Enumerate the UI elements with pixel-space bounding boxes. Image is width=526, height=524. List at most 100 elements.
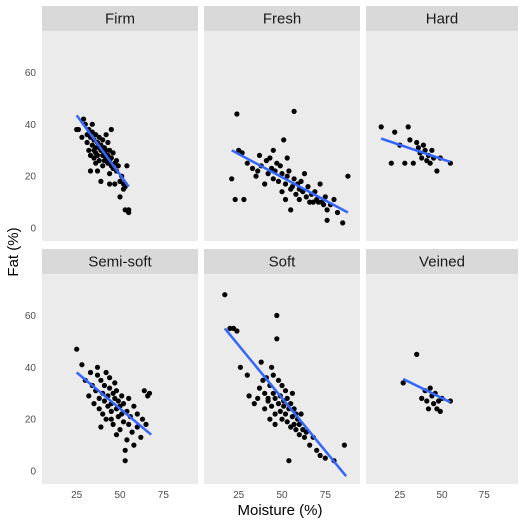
- data-point: [289, 184, 295, 190]
- data-point: [286, 168, 292, 174]
- data-point: [288, 207, 294, 213]
- data-point: [410, 160, 416, 166]
- facet-firm: Firm 0 20 40 60: [25, 6, 198, 241]
- facet-strip: [204, 249, 360, 274]
- data-point: [139, 416, 146, 422]
- data-point: [232, 196, 238, 203]
- data-point: [262, 181, 268, 187]
- data-point: [262, 406, 268, 412]
- data-point: [100, 163, 106, 169]
- data-point: [317, 452, 323, 459]
- data-point: [275, 178, 282, 184]
- data-point: [94, 364, 101, 370]
- data-point: [392, 129, 398, 135]
- fit-line: [380, 137, 451, 164]
- data-point: [107, 375, 113, 381]
- data-point: [305, 184, 311, 190]
- data-point: [437, 408, 443, 414]
- facet-panels: Firm 0 20 40 60 Fresh Hard Semi-soft 0 20 40 60 25 50…: [25, 6, 518, 501]
- data-point: [419, 395, 425, 401]
- data-point: [110, 150, 116, 156]
- data-point: [119, 393, 125, 399]
- data-point: [75, 126, 81, 133]
- data-point: [281, 403, 287, 409]
- data-point: [103, 132, 109, 138]
- data-point: [107, 385, 113, 391]
- facet-veined: Veined 25 50 75: [366, 249, 518, 501]
- data-point: [96, 406, 102, 412]
- data-point: [279, 382, 285, 389]
- data-point: [265, 395, 271, 401]
- data-point: [284, 419, 290, 425]
- data-point: [100, 137, 106, 143]
- data-point: [110, 421, 116, 427]
- data-point: [431, 401, 437, 407]
- data-point: [301, 171, 308, 177]
- data-point: [286, 458, 292, 464]
- data-point: [405, 124, 411, 130]
- data-point: [234, 328, 240, 334]
- data-point: [96, 395, 102, 401]
- x-tick-label: 50: [436, 490, 448, 501]
- facet-soft: Soft 25 50 75: [204, 249, 360, 501]
- data-point: [279, 189, 285, 195]
- data-point: [414, 351, 420, 357]
- data-point: [277, 408, 283, 414]
- data-point: [296, 196, 302, 203]
- y-tick-label: 60: [25, 311, 37, 322]
- data-point: [115, 163, 121, 169]
- data-point: [415, 145, 421, 151]
- data-point: [255, 395, 261, 401]
- data-point: [143, 421, 149, 427]
- facet-semi-soft: Semi-soft 0 20 40 60 25 50 75: [25, 249, 198, 501]
- facet-strip-label: Soft: [269, 254, 297, 271]
- data-point: [256, 385, 263, 391]
- data-point: [74, 346, 80, 352]
- data-point: [324, 217, 330, 223]
- data-point: [281, 137, 287, 143]
- facet-strip-label: Fresh: [263, 11, 301, 28]
- data-point: [124, 163, 130, 169]
- data-point: [107, 181, 113, 187]
- data-point: [122, 447, 128, 453]
- data-point: [115, 398, 121, 404]
- data-point: [291, 421, 297, 427]
- data-point: [269, 403, 275, 409]
- data-point: [291, 176, 297, 182]
- data-point: [79, 362, 85, 368]
- data-point: [419, 155, 425, 161]
- data-point: [112, 380, 118, 386]
- data-point: [282, 388, 289, 394]
- data-point: [291, 108, 297, 114]
- data-point: [94, 152, 101, 158]
- data-point: [284, 395, 290, 401]
- data-point: [307, 442, 313, 448]
- x-axis-title: Moisture (%): [237, 502, 322, 519]
- data-point: [79, 134, 85, 140]
- data-point: [120, 401, 127, 407]
- data-point: [269, 364, 275, 370]
- fit-line: [223, 327, 348, 477]
- y-tick-label: 20: [25, 172, 37, 183]
- data-point: [317, 181, 323, 187]
- x-tick-label: 75: [320, 490, 332, 501]
- data-point: [113, 432, 120, 438]
- data-point: [222, 292, 228, 298]
- data-point: [427, 160, 433, 166]
- data-point: [93, 160, 99, 166]
- data-point: [270, 372, 276, 378]
- data-point: [107, 171, 113, 177]
- data-point: [126, 421, 132, 427]
- data-point: [378, 124, 384, 130]
- data-point: [298, 178, 304, 184]
- data-point: [234, 111, 240, 117]
- data-point: [420, 142, 426, 148]
- facet-strip-label: Veined: [419, 254, 465, 271]
- facet-strip: [204, 6, 360, 31]
- facet-panel-background: [366, 274, 518, 484]
- data-point: [86, 393, 92, 399]
- y-axis-title: Fat (%): [5, 227, 22, 276]
- data-point: [101, 398, 107, 404]
- data-point: [296, 421, 302, 427]
